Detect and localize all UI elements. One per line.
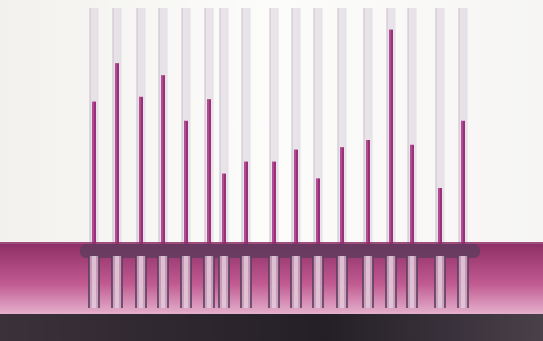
submerged-tube bbox=[290, 256, 302, 308]
liquid-column bbox=[366, 140, 370, 248]
capillary-tube bbox=[407, 8, 417, 248]
submerged-core bbox=[272, 256, 276, 308]
liquid-column bbox=[316, 178, 320, 248]
liquid-column bbox=[410, 144, 414, 248]
submerged-tube bbox=[312, 256, 324, 308]
submerged-core bbox=[438, 256, 442, 308]
submerged-tube bbox=[88, 256, 100, 308]
capillary-tube bbox=[219, 8, 229, 248]
tube-glass bbox=[292, 8, 300, 248]
capillary-tube bbox=[269, 8, 279, 248]
capillary-tube bbox=[291, 8, 301, 248]
liquid-column bbox=[438, 188, 442, 248]
capillary-tube bbox=[204, 8, 214, 248]
submerged-core bbox=[139, 256, 143, 308]
submerged-core bbox=[389, 256, 393, 308]
capillary-tube bbox=[136, 8, 146, 248]
tube-glass bbox=[220, 8, 228, 248]
submerged-tube bbox=[203, 256, 215, 308]
submerged-tube bbox=[218, 256, 230, 308]
liquid-column bbox=[161, 75, 165, 248]
capillary-tube bbox=[112, 8, 122, 249]
submerged-tube bbox=[240, 256, 252, 308]
liquid-column bbox=[244, 161, 248, 248]
liquid-column bbox=[461, 120, 465, 248]
tube-glass bbox=[242, 8, 250, 248]
submerged-core bbox=[207, 256, 211, 308]
capillary-tube bbox=[313, 8, 323, 248]
liquid-column bbox=[184, 120, 188, 248]
submerged-tube bbox=[457, 256, 469, 308]
submerged-tube bbox=[135, 256, 147, 308]
liquid-column bbox=[139, 96, 143, 248]
submerged-core bbox=[294, 256, 298, 308]
submerged-core bbox=[461, 256, 465, 308]
submerged-core bbox=[410, 256, 414, 308]
liquid-column bbox=[389, 29, 393, 248]
submerged-tube bbox=[180, 256, 192, 308]
tube-glass bbox=[338, 8, 346, 248]
submerged-core bbox=[366, 256, 370, 308]
capillary-tube bbox=[158, 8, 168, 248]
liquid-column bbox=[115, 63, 119, 249]
submerged-core bbox=[184, 256, 188, 308]
liquid-column bbox=[207, 99, 211, 248]
capillary-tube bbox=[89, 8, 99, 248]
submerged-core bbox=[222, 256, 226, 308]
submerged-tube bbox=[268, 256, 280, 308]
submerged-tube bbox=[111, 256, 123, 308]
liquid-column bbox=[340, 147, 344, 248]
tube-glass bbox=[314, 8, 322, 248]
capillary-tube bbox=[337, 8, 347, 248]
capillary-tube bbox=[386, 8, 396, 248]
submerged-core bbox=[340, 256, 344, 308]
submerged-tube bbox=[336, 256, 348, 308]
meniscus-band bbox=[80, 244, 480, 258]
capillary-tube bbox=[363, 8, 373, 248]
submerged-core bbox=[115, 256, 119, 308]
submerged-tube bbox=[362, 256, 374, 308]
submerged-core bbox=[161, 256, 165, 308]
tube-glass bbox=[436, 8, 444, 248]
tube-glass bbox=[408, 8, 416, 248]
submerged-tube bbox=[157, 256, 169, 308]
liquid-column bbox=[272, 161, 276, 248]
liquid-column bbox=[294, 149, 298, 248]
submerged-tube bbox=[406, 256, 418, 308]
submerged-tube bbox=[434, 256, 446, 308]
submerged-tube bbox=[385, 256, 397, 308]
submerged-core bbox=[316, 256, 320, 308]
tube-glass bbox=[364, 8, 372, 248]
liquid-column bbox=[222, 173, 226, 248]
capillary-tube bbox=[181, 8, 191, 248]
submerged-core bbox=[244, 256, 248, 308]
dish-base bbox=[0, 314, 543, 341]
liquid-surface-line bbox=[0, 242, 543, 245]
tube-glass bbox=[270, 8, 278, 248]
capillary-tube bbox=[241, 8, 251, 248]
capillary-tube bbox=[458, 8, 468, 248]
submerged-core bbox=[92, 256, 96, 308]
capillary-tube bbox=[435, 8, 445, 248]
liquid-column bbox=[92, 101, 96, 248]
